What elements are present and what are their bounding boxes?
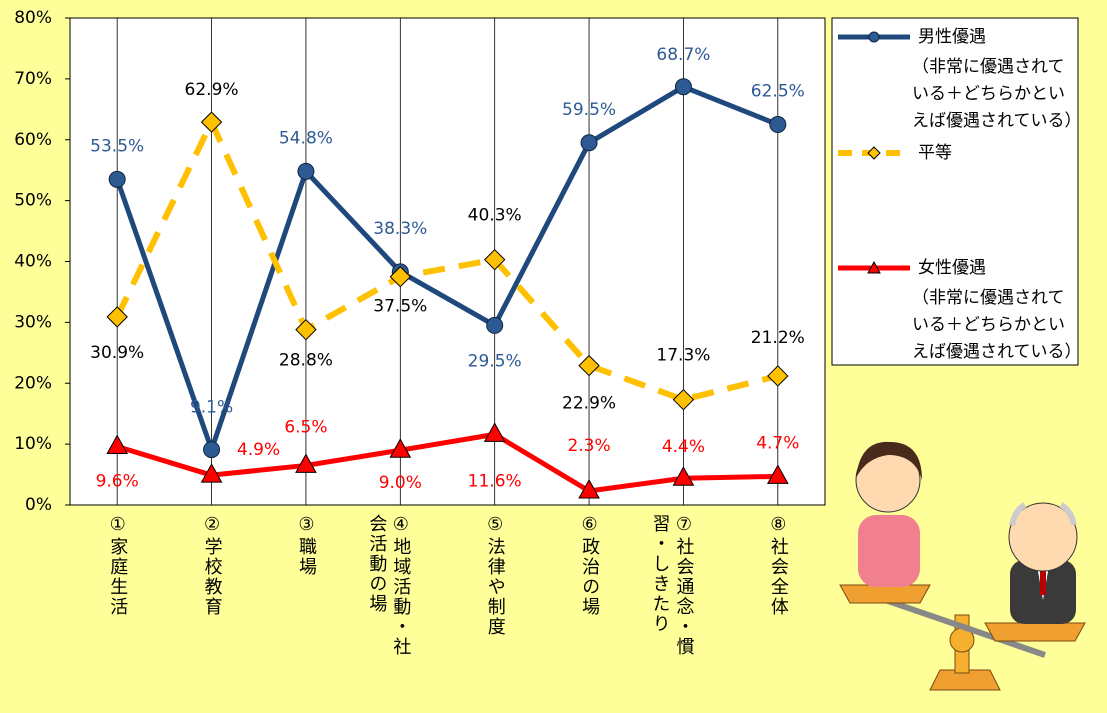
data-label: 11.6% xyxy=(468,471,522,491)
y-tick-label: 70% xyxy=(14,69,52,89)
y-tick-label: 50% xyxy=(14,191,52,211)
data-label: 30.9% xyxy=(90,343,144,363)
legend-label: 男性優遇 xyxy=(918,27,986,47)
x-tick-label: ②学校教育 xyxy=(201,514,223,617)
series-line xyxy=(114,119,779,403)
legend-marker xyxy=(867,260,881,274)
point xyxy=(766,464,789,484)
data-label: 29.5% xyxy=(468,351,522,371)
data-label: 38.3% xyxy=(373,219,427,239)
point xyxy=(674,78,692,96)
point xyxy=(295,318,317,341)
point xyxy=(578,478,600,499)
point xyxy=(767,365,789,387)
point xyxy=(203,441,221,459)
point xyxy=(389,266,412,288)
data-label: 59.5% xyxy=(562,100,616,120)
point xyxy=(200,111,223,133)
point xyxy=(769,116,787,134)
legend-marker xyxy=(868,31,880,43)
data-label: 4.9% xyxy=(237,440,280,460)
data-label: 4.7% xyxy=(756,433,799,453)
data-label: 21.2% xyxy=(751,328,805,348)
point xyxy=(297,162,315,180)
point xyxy=(672,466,695,486)
y-tick-label: 30% xyxy=(14,312,52,332)
legend-description: （非常に優遇されている＋どちらかといえば優遇されている） xyxy=(912,288,1082,362)
x-tick-label: ①家庭生活 xyxy=(107,514,129,617)
point xyxy=(483,248,506,271)
data-label: 9.0% xyxy=(379,473,422,493)
data-label: 9.6% xyxy=(96,472,139,492)
y-tick-label: 80% xyxy=(14,8,52,28)
point xyxy=(106,306,128,328)
data-label: 37.5% xyxy=(373,297,427,317)
data-label: 9.1% xyxy=(190,398,233,418)
data-label: 54.8% xyxy=(279,128,333,148)
series-line xyxy=(114,84,779,453)
x-tick-label: ⑤法律や制度 xyxy=(484,514,506,637)
x-tick-label: ⑥政治の場 xyxy=(579,514,601,617)
y-tick-label: 40% xyxy=(14,252,52,272)
point xyxy=(580,134,598,152)
y-tick-label: 10% xyxy=(14,434,52,454)
data-label: 2.3% xyxy=(567,436,610,456)
data-label: 28.8% xyxy=(279,351,333,371)
plot-area xyxy=(69,17,826,506)
legend-label: 女性優遇 xyxy=(918,258,986,278)
data-label: 68.7% xyxy=(656,45,710,65)
x-tick-label: ④地域活動・社会活動の場 xyxy=(366,514,412,657)
point xyxy=(106,434,129,455)
point xyxy=(295,453,317,473)
point xyxy=(389,438,412,458)
legend-marker xyxy=(867,146,881,160)
legend-label: 平等 xyxy=(918,143,952,163)
data-label: 6.5% xyxy=(284,417,327,437)
y-tick-label: 20% xyxy=(14,373,52,393)
data-label: 62.9% xyxy=(185,80,239,100)
y-tick-label: 0% xyxy=(25,495,52,515)
point xyxy=(200,463,223,483)
point xyxy=(486,316,504,334)
x-tick-label: ⑧社会全体 xyxy=(767,514,789,617)
point xyxy=(108,170,126,188)
series-line xyxy=(116,431,778,494)
point xyxy=(578,354,600,377)
legend-box xyxy=(831,17,1079,366)
x-tick-label: ③職場 xyxy=(295,514,317,577)
y-tick-label: 60% xyxy=(14,130,52,150)
x-tick-label: ⑦社会通念・慣習・しきたり xyxy=(649,514,695,657)
point xyxy=(483,422,506,442)
data-label: 4.4% xyxy=(662,437,705,457)
data-label: 40.3% xyxy=(468,206,522,226)
data-label: 62.5% xyxy=(751,82,805,102)
point xyxy=(672,388,695,411)
data-label: 22.9% xyxy=(562,394,616,414)
illustration xyxy=(839,441,1086,691)
data-label: 53.5% xyxy=(90,136,144,156)
data-label: 17.3% xyxy=(656,346,710,366)
legend-description: （非常に優遇されている＋どちらかといえば優遇されている） xyxy=(912,57,1082,131)
